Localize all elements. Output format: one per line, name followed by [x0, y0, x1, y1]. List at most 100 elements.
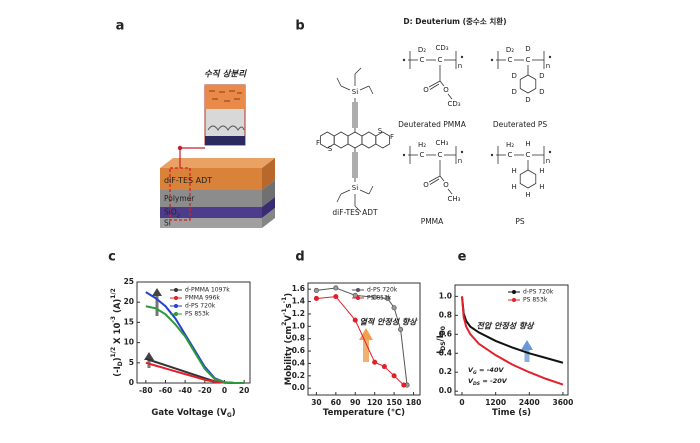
text-part: Gate Voltage (V: [151, 408, 227, 418]
x-axis-label: Gate Voltage (VG): [151, 408, 235, 420]
x-tick-label: 0: [459, 398, 464, 407]
arrow-head: [152, 288, 162, 296]
y-tick-label: 25: [124, 277, 134, 286]
bond: [429, 83, 440, 90]
annotation: VDS = -20V: [468, 377, 508, 387]
bond: [429, 178, 440, 185]
panel-label: d: [295, 250, 304, 265]
text-part: = -40V: [477, 366, 505, 374]
y-tick-label: 1.2: [292, 309, 305, 318]
legend-header: D: Deuterium (중수소 치환): [403, 16, 506, 26]
atom-label: H: [512, 183, 517, 191]
layer-adt: [160, 168, 262, 190]
y-tick-label: 0.8: [439, 310, 452, 319]
molecule-name: Deuterated PMMA: [398, 120, 467, 129]
atom-label: D: [539, 88, 544, 96]
atom-label: F: [316, 139, 320, 147]
series-line: [145, 361, 245, 384]
atom-label: O: [423, 181, 429, 189]
series-line: [316, 287, 408, 386]
atom-label: H: [525, 191, 530, 199]
x-tick-label: 180: [406, 398, 422, 407]
atom-label: D: [511, 72, 516, 80]
text-part: 2: [177, 213, 180, 219]
x-tick-label: 20: [239, 386, 249, 395]
y-tick-label: 0.2: [292, 371, 305, 380]
atom-label: C: [526, 56, 531, 64]
y-axis-label: IDS/ID0: [436, 326, 448, 354]
atom-label: C: [438, 151, 443, 159]
bond: [439, 175, 445, 182]
x-axis-label: Temperature (℃): [323, 408, 405, 418]
y-tick-label: 0.0: [439, 386, 452, 395]
atom-label: O: [443, 86, 449, 94]
series-line: [461, 296, 564, 364]
text-part: ): [284, 293, 294, 297]
legend-label: d-PS 720k: [523, 289, 554, 296]
text-part: (A): [113, 299, 123, 316]
data-point: [333, 285, 339, 291]
text-part: X 10: [113, 323, 123, 347]
layer-label: SiO2: [164, 208, 180, 220]
side-face: [262, 208, 275, 228]
data-point: [372, 294, 378, 300]
side-face: [262, 158, 275, 190]
atom-label: C: [526, 151, 531, 159]
annotation: 전압 안정성 향상: [476, 322, 535, 331]
top-face: [160, 158, 275, 168]
x-tick-label: 0: [222, 386, 227, 395]
atom-label: H: [512, 167, 517, 175]
text-part: Mobility (cm: [284, 326, 294, 386]
y-tick-label: 1.0: [292, 321, 305, 330]
molecule-name: PS: [515, 217, 525, 226]
text-part: -1: [281, 297, 288, 304]
data-point: [391, 305, 397, 311]
bond: [340, 189, 351, 195]
atom-label: C: [508, 56, 513, 64]
data-point: [313, 295, 319, 302]
series-line: [145, 357, 245, 384]
molecule-name: PMMA: [421, 217, 444, 226]
legend-marker: [174, 296, 178, 300]
y-tick-label: 0.4: [439, 348, 452, 357]
y-tick-label: 0.8: [292, 334, 305, 343]
ring: [347, 131, 363, 149]
y-tick-label: 1.0: [439, 291, 452, 300]
layer-label: Polymer: [164, 194, 195, 203]
text-part: Temperature (℃): [323, 408, 405, 418]
text-part: 1/2: [110, 347, 117, 357]
layer-si: [160, 218, 262, 228]
x-tick-label: 1200: [485, 398, 506, 407]
text-part: DS: [440, 341, 447, 350]
y-tick-label: 0.6: [292, 346, 305, 355]
atom-label: O: [423, 86, 429, 94]
legend-marker: [174, 304, 178, 308]
x-tick-label: -80: [139, 386, 153, 395]
text-part: V: [468, 377, 474, 385]
chain-end: [460, 55, 464, 59]
text-part: s: [284, 303, 294, 308]
bond: [354, 67, 362, 75]
data-point: [381, 363, 387, 370]
x-tick-label: 90: [350, 398, 360, 407]
text-part: = -20V: [480, 377, 508, 385]
bond: [359, 85, 370, 91]
x-tick-label: 3600: [553, 398, 574, 407]
y-tick-label: 20: [124, 297, 134, 306]
text-part: ): [113, 357, 123, 361]
bond: [439, 80, 445, 87]
text-part: DS: [473, 381, 481, 387]
side-face: [262, 180, 275, 207]
molecule-name: diF-TES ADT: [332, 208, 378, 217]
text-part: (-I: [113, 366, 123, 377]
arrow-head: [359, 328, 373, 340]
legend-label: PS 853k: [367, 295, 392, 302]
text-part: I: [436, 351, 446, 354]
series-line: [316, 296, 405, 386]
y-tick-label: 0.0: [292, 383, 305, 392]
x-tick-label: 120: [367, 398, 383, 407]
atom-label: Si: [352, 88, 358, 96]
plot-frame: [136, 281, 251, 384]
text-part: Si: [164, 219, 171, 228]
